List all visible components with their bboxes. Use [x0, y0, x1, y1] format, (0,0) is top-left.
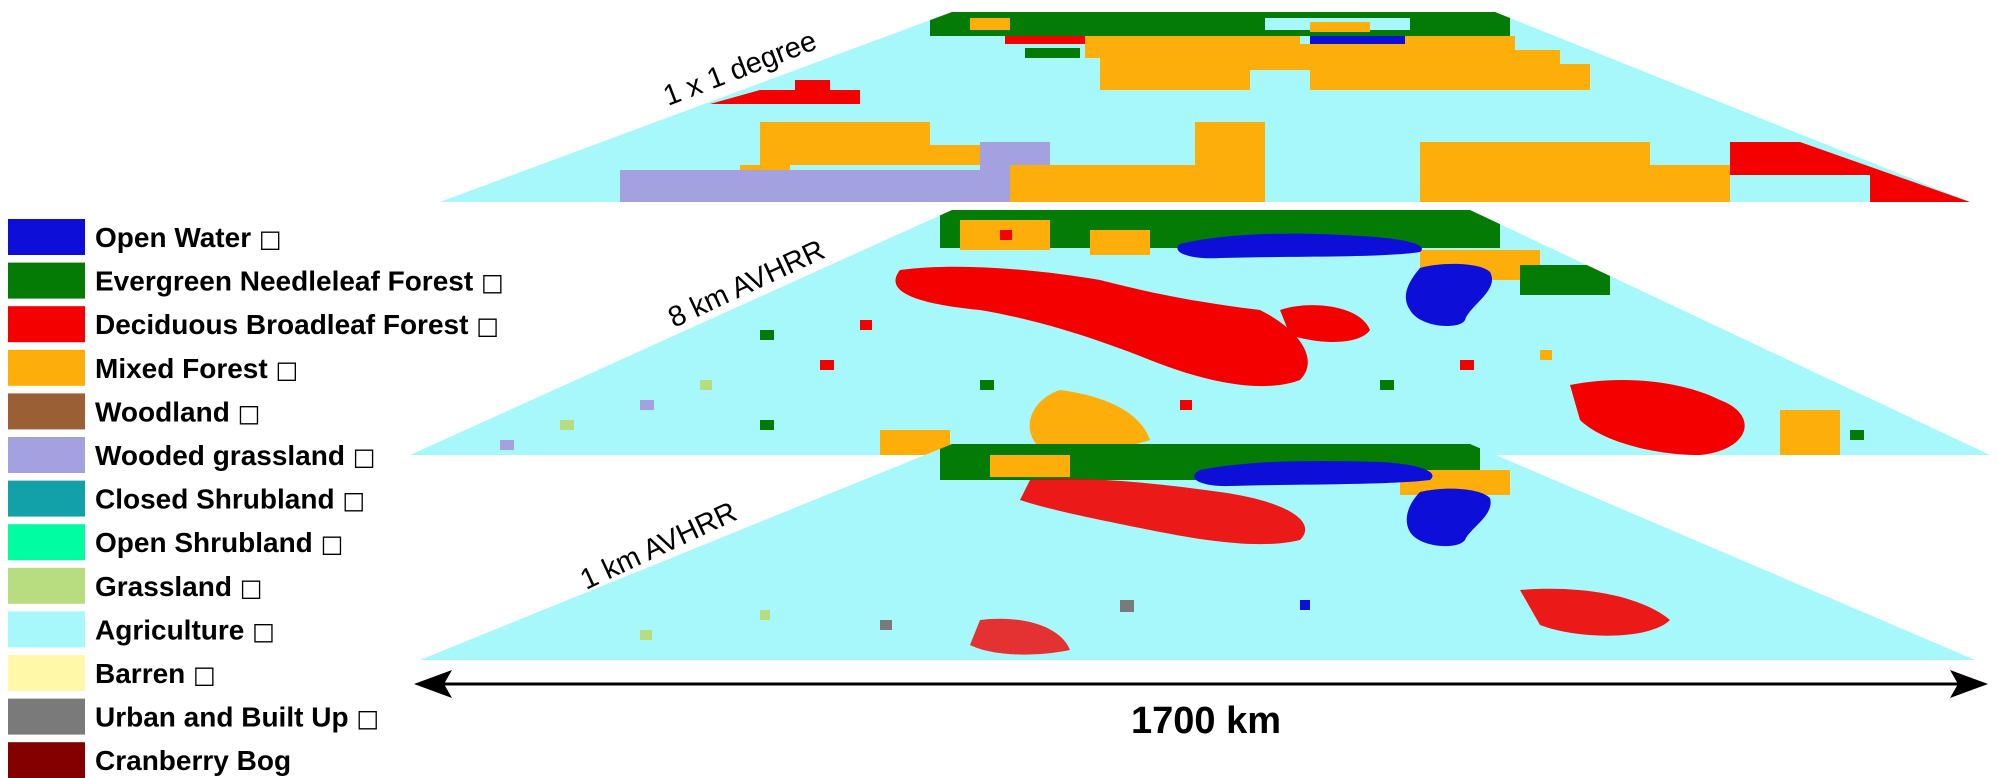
- legend-label: Evergreen Needleleaf Forest □: [95, 266, 504, 297]
- legend-label: Agriculture □: [95, 614, 275, 645]
- legend-marker: □: [275, 356, 298, 384]
- legend-swatch: [8, 437, 85, 473]
- legend-label: Deciduous Broadleaf Forest □: [95, 309, 499, 340]
- legend-swatch: [8, 306, 85, 343]
- legend-item: Open Shrubland □: [8, 524, 343, 561]
- legend-label: Grassland □: [95, 571, 262, 602]
- legend-marker: □: [193, 661, 216, 689]
- layer-1-degree-map: [440, 12, 1970, 202]
- scale-bar: 1700 km: [414, 670, 1988, 742]
- legend-label: Woodland □: [95, 396, 260, 427]
- legend-item: Cranberry Bog: [8, 742, 291, 778]
- legend-marker: □: [481, 269, 504, 297]
- legend-swatch: [8, 393, 85, 430]
- legend-item: Woodland □: [8, 393, 260, 430]
- legend-marker: □: [342, 487, 365, 515]
- legend-item: Urban and Built Up □: [8, 698, 379, 735]
- legend-marker: □: [476, 312, 499, 340]
- legend-label: Mixed Forest □: [95, 353, 298, 384]
- legend: Open Water □ Evergreen Needleleaf Forest …: [8, 219, 504, 778]
- legend-swatch: [8, 524, 85, 561]
- legend-swatch: [8, 567, 85, 604]
- legend-item: Closed Shrubland □: [8, 480, 365, 517]
- legend-item: Mixed Forest □: [8, 349, 298, 386]
- legend-marker: □: [321, 530, 344, 558]
- legend-swatch: [8, 742, 85, 778]
- legend-swatch: [8, 349, 85, 386]
- legend-marker: □: [240, 574, 263, 602]
- scale-label: 1700 km: [1131, 700, 1281, 742]
- legend-swatch: [8, 262, 85, 299]
- legend-marker: □: [353, 443, 376, 471]
- legend-label: Urban and Built Up □: [95, 702, 379, 733]
- legend-item: Open Water □: [8, 219, 282, 255]
- legend-item: Agriculture □: [8, 611, 275, 648]
- legend-label: Open Water □: [95, 222, 282, 253]
- legend-swatch: [8, 480, 85, 517]
- pixel-noise-8km: [500, 230, 1864, 450]
- scale-arrow-right-icon: [1950, 670, 1988, 698]
- legend-item: Evergreen Needleleaf Forest □: [8, 262, 504, 299]
- legend-label: Closed Shrubland □: [95, 484, 365, 515]
- legend-marker: □: [238, 399, 261, 427]
- legend-swatch: [8, 219, 85, 255]
- legend-marker: □: [252, 617, 275, 645]
- legend-item: Wooded grassland □: [8, 437, 375, 473]
- legend-item: Grassland □: [8, 567, 262, 604]
- legend-label: Cranberry Bog: [95, 745, 291, 776]
- legend-item: Deciduous Broadleaf Forest □: [8, 306, 499, 343]
- legend-label: Barren □: [95, 658, 216, 689]
- legend-swatch: [8, 698, 85, 735]
- legend-marker: □: [259, 225, 282, 253]
- legend-swatch: [8, 611, 85, 648]
- legend-item: Barren □: [8, 655, 216, 691]
- scale-arrow-left-icon: [414, 670, 452, 698]
- layer-1km-map: [420, 444, 1975, 660]
- legend-label: Wooded grassland □: [95, 440, 375, 471]
- legend-marker: □: [356, 705, 379, 733]
- legend-label: Open Shrubland □: [95, 527, 343, 558]
- legend-swatch: [8, 655, 85, 691]
- layer-8km-map: [410, 210, 1990, 455]
